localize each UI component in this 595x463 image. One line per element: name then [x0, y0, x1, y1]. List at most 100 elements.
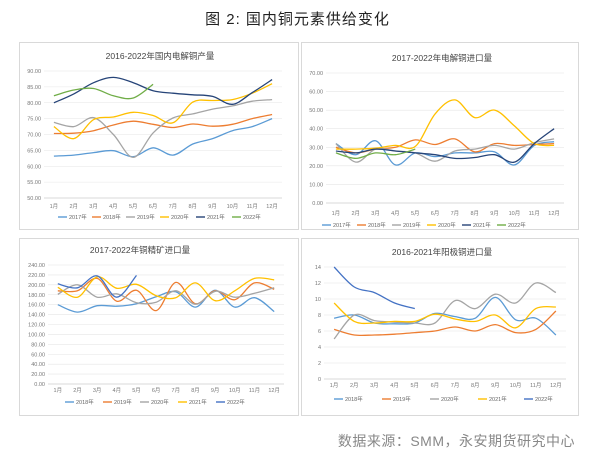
- series-line-2020年: [333, 282, 557, 340]
- x-tick-label: 7月: [172, 387, 181, 394]
- legend-label: 2019年: [137, 213, 155, 221]
- x-tick-label: 10月: [227, 203, 239, 210]
- y-tick-label: 80.00: [27, 101, 41, 107]
- x-tick-label: 9月: [208, 203, 217, 210]
- x-tick-label: 1月: [50, 203, 59, 210]
- legend-label: 2019年: [393, 395, 411, 403]
- x-tick-label: 4月: [390, 382, 399, 389]
- y-tick-label: 80.00: [31, 342, 45, 348]
- chart-svg: 2017-2022年电解铜进口量 0.00 10.00 20.00 30.00 40.00…: [309, 53, 564, 229]
- chart-title: 2016-2021年阳极铜进口量: [392, 247, 493, 257]
- series-line-2019年: [53, 98, 273, 159]
- chart-title: 2017-2022年铜精矿进口量: [90, 245, 191, 255]
- x-tick-label: 8月: [471, 382, 480, 389]
- x-tick-label: 9月: [491, 382, 500, 389]
- y-tick-label: 10: [315, 297, 321, 303]
- legend-label: 2021年: [473, 221, 491, 229]
- x-tick-label: 5月: [410, 382, 419, 389]
- y-tick-label: 0.00: [312, 201, 323, 207]
- y-tick-label: 85.00: [27, 85, 41, 91]
- y-tick-label: 0.00: [34, 382, 45, 388]
- legend-label: 2020年: [441, 395, 459, 403]
- x-tick-label: 2月: [350, 382, 359, 389]
- legend-label: 2022年: [508, 221, 526, 229]
- series-line-2022年: [57, 274, 138, 298]
- legend-label: 2018年: [103, 213, 121, 221]
- y-tick-label: 0: [318, 377, 321, 383]
- y-tick-label: 200.00: [28, 283, 45, 289]
- x-tick-label: 1月: [330, 382, 339, 389]
- legend-label: 2021年: [489, 395, 507, 403]
- chart-title: 2017-2022年电解铜进口量: [392, 53, 493, 63]
- chart-panel-cathode-output: 2016-2022年国内电解铜产量 50.00 55.00 60.00 65.00 70.…: [19, 42, 299, 230]
- x-tick-label: 12月: [550, 382, 562, 389]
- x-tick-label: 6月: [431, 382, 440, 389]
- series-line-2020年: [57, 284, 275, 305]
- y-tick-label: 55.00: [27, 180, 41, 186]
- x-tick-label: 9月: [211, 387, 220, 394]
- y-tick-label: 90.00: [27, 69, 41, 75]
- series-line-2017年: [53, 117, 273, 158]
- y-tick-label: 30.00: [309, 145, 323, 151]
- x-tick-label: 9月: [490, 210, 499, 217]
- y-tick-label: 10.00: [309, 182, 323, 188]
- figure-title: 图 2: 国内铜元素供给变化: [205, 11, 390, 28]
- series-line-2021年: [335, 128, 555, 163]
- series-line-2021年: [333, 302, 556, 329]
- y-tick-label: 240.00: [28, 263, 45, 269]
- x-tick-label: 11月: [247, 203, 258, 210]
- y-tick-label: 75.00: [27, 117, 41, 123]
- x-tick-label: 2月: [73, 387, 82, 394]
- chart-panel-cathode-import: 2017-2022年电解铜进口量 0.00 10.00 20.00 30.00 40.00…: [301, 42, 579, 230]
- legend-label: 2018年: [345, 395, 363, 403]
- legend-label: 2020年: [151, 398, 169, 406]
- source-note: 数据来源：SMM，永安期货研究中心: [337, 433, 575, 449]
- x-tick-label: 6月: [431, 210, 440, 217]
- series-line-2022年: [333, 266, 415, 310]
- y-tick-label: 2: [318, 361, 321, 367]
- x-tick-label: 3月: [89, 203, 98, 210]
- y-tick-label: 70.00: [27, 133, 41, 139]
- y-tick-label: 20.00: [31, 372, 45, 378]
- legend-label: 2020年: [438, 221, 456, 229]
- y-tick-label: 50.00: [27, 196, 41, 202]
- series-line-2018年: [57, 289, 275, 313]
- x-tick-label: 1月: [54, 387, 63, 394]
- x-tick-label: 8月: [191, 387, 200, 394]
- series-line-2022年: [53, 83, 154, 100]
- x-tick-label: 6月: [152, 387, 161, 394]
- x-tick-label: 10月: [229, 387, 241, 394]
- y-tick-label: 140.00: [28, 313, 45, 319]
- y-tick-label: 180.00: [28, 293, 45, 299]
- x-tick-label: 3月: [93, 387, 102, 394]
- x-tick-label: 12月: [266, 203, 278, 210]
- x-tick-label: 11月: [530, 382, 541, 389]
- legend-label: 2018年: [76, 398, 94, 406]
- y-tick-label: 40.00: [309, 127, 323, 133]
- x-tick-label: 11月: [249, 387, 260, 394]
- x-tick-label: 3月: [371, 210, 380, 217]
- x-tick-label: 8月: [188, 203, 197, 210]
- legend-label: 2017年: [69, 213, 87, 221]
- chart-svg: 2016-2022年国内电解铜产量 50.00 55.00 60.00 65.00 70.…: [27, 51, 282, 221]
- y-tick-label: 20.00: [309, 164, 323, 170]
- series-line-2021年: [57, 276, 275, 302]
- series-line-2019年: [333, 310, 557, 337]
- y-tick-label: 14: [315, 265, 321, 271]
- y-tick-label: 4: [318, 345, 321, 351]
- x-tick-label: 4月: [391, 210, 400, 217]
- x-tick-label: 7月: [451, 382, 460, 389]
- chart-svg: 2017-2022年铜精矿进口量 0.00 20.00 40.00 60.00 80.00…: [28, 245, 284, 406]
- legend-label: 2022年: [535, 395, 553, 403]
- y-tick-label: 220.00: [28, 273, 45, 279]
- series-line-2020年: [53, 83, 273, 140]
- legend-label: 2022年: [227, 398, 245, 406]
- y-tick-label: 8: [318, 313, 321, 319]
- x-tick-label: 2月: [69, 203, 78, 210]
- y-tick-label: 160.00: [28, 303, 45, 309]
- y-tick-label: 60.00: [309, 90, 323, 96]
- x-tick-label: 7月: [451, 210, 460, 217]
- legend-label: 2019年: [403, 221, 421, 229]
- legend-label: 2021年: [207, 213, 225, 221]
- y-tick-label: 120.00: [28, 323, 45, 329]
